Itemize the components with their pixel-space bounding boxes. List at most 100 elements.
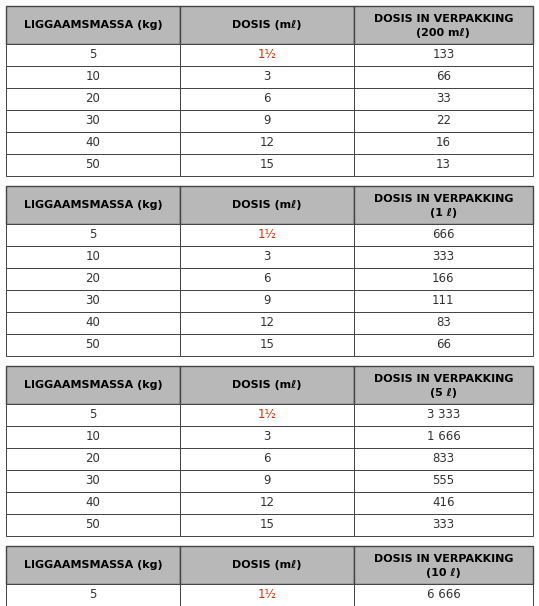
Bar xyxy=(6,66,180,88)
Bar xyxy=(354,224,533,246)
Bar xyxy=(6,224,180,246)
Bar xyxy=(354,66,533,88)
Bar xyxy=(354,584,533,606)
Bar xyxy=(180,110,354,132)
Bar xyxy=(354,290,533,312)
Text: 22: 22 xyxy=(436,115,451,127)
Bar xyxy=(6,268,180,290)
Text: 6: 6 xyxy=(263,273,271,285)
Bar xyxy=(180,6,354,44)
Bar xyxy=(180,246,354,268)
Text: 20: 20 xyxy=(86,93,100,105)
Bar xyxy=(354,154,533,176)
Text: 6: 6 xyxy=(263,93,271,105)
Text: 3: 3 xyxy=(263,70,271,84)
Text: DOSIS IN VERPAKKING: DOSIS IN VERPAKKING xyxy=(374,13,513,24)
Text: 40: 40 xyxy=(86,136,100,150)
Bar xyxy=(354,426,533,448)
Bar xyxy=(354,312,533,334)
Bar xyxy=(354,448,533,470)
Bar xyxy=(180,448,354,470)
Text: 16: 16 xyxy=(436,136,451,150)
Bar xyxy=(180,186,354,224)
Text: 30: 30 xyxy=(86,295,100,307)
Bar xyxy=(6,186,180,224)
Text: (10 ℓ): (10 ℓ) xyxy=(426,568,461,578)
Text: 3 333: 3 333 xyxy=(427,408,460,422)
Text: 1½: 1½ xyxy=(258,408,277,422)
Text: 10: 10 xyxy=(86,250,100,264)
Bar xyxy=(354,246,533,268)
Bar xyxy=(6,514,180,536)
Text: 20: 20 xyxy=(86,273,100,285)
Bar xyxy=(6,426,180,448)
Bar xyxy=(354,88,533,110)
Text: (5 ℓ): (5 ℓ) xyxy=(430,388,457,398)
Bar xyxy=(6,44,180,66)
Text: 20: 20 xyxy=(86,453,100,465)
Bar xyxy=(180,334,354,356)
Text: 1½: 1½ xyxy=(258,588,277,602)
Bar xyxy=(354,334,533,356)
Bar xyxy=(354,470,533,492)
Text: 5: 5 xyxy=(89,588,96,602)
Text: 40: 40 xyxy=(86,496,100,510)
Bar xyxy=(354,366,533,404)
Bar xyxy=(6,404,180,426)
Text: 10: 10 xyxy=(86,430,100,444)
Text: 555: 555 xyxy=(432,474,454,487)
Bar xyxy=(180,312,354,334)
Text: (1 ℓ): (1 ℓ) xyxy=(430,208,457,218)
Bar xyxy=(6,470,180,492)
Text: DOSIS IN VERPAKKING: DOSIS IN VERPAKKING xyxy=(374,193,513,204)
Bar xyxy=(354,546,533,584)
Bar xyxy=(180,66,354,88)
Bar xyxy=(354,6,533,44)
Text: 66: 66 xyxy=(436,339,451,351)
Text: 1½: 1½ xyxy=(258,228,277,242)
Bar xyxy=(6,246,180,268)
Text: 9: 9 xyxy=(263,474,271,487)
Bar xyxy=(180,44,354,66)
Text: DOSIS IN VERPAKKING: DOSIS IN VERPAKKING xyxy=(374,373,513,384)
Bar xyxy=(180,584,354,606)
Text: 6: 6 xyxy=(263,453,271,465)
Text: 83: 83 xyxy=(436,316,451,330)
Text: 9: 9 xyxy=(263,295,271,307)
Bar xyxy=(6,110,180,132)
Bar xyxy=(6,334,180,356)
Text: 6 666: 6 666 xyxy=(426,588,460,602)
Text: 13: 13 xyxy=(436,159,451,171)
Text: DOSIS (mℓ): DOSIS (mℓ) xyxy=(232,380,302,390)
Text: DOSIS (mℓ): DOSIS (mℓ) xyxy=(232,200,302,210)
Text: DOSIS IN VERPAKKING: DOSIS IN VERPAKKING xyxy=(374,553,513,564)
Bar xyxy=(354,492,533,514)
Bar xyxy=(354,186,533,224)
Text: 133: 133 xyxy=(432,48,454,61)
Text: 333: 333 xyxy=(432,519,454,531)
Text: 5: 5 xyxy=(89,408,96,422)
Text: 15: 15 xyxy=(259,159,274,171)
Bar xyxy=(180,470,354,492)
Text: 5: 5 xyxy=(89,48,96,61)
Text: 15: 15 xyxy=(259,339,274,351)
Bar xyxy=(180,404,354,426)
Text: 50: 50 xyxy=(86,159,100,171)
Bar xyxy=(6,492,180,514)
Bar xyxy=(354,514,533,536)
Text: 416: 416 xyxy=(432,496,455,510)
Text: 12: 12 xyxy=(259,136,274,150)
Bar xyxy=(180,88,354,110)
Bar xyxy=(6,546,180,584)
Text: 12: 12 xyxy=(259,496,274,510)
Bar xyxy=(180,224,354,246)
Bar xyxy=(6,584,180,606)
Bar xyxy=(180,426,354,448)
Text: 333: 333 xyxy=(432,250,454,264)
Bar xyxy=(180,366,354,404)
Text: 833: 833 xyxy=(432,453,454,465)
Bar xyxy=(354,44,533,66)
Text: 1 666: 1 666 xyxy=(426,430,460,444)
Bar xyxy=(180,268,354,290)
Bar xyxy=(6,448,180,470)
